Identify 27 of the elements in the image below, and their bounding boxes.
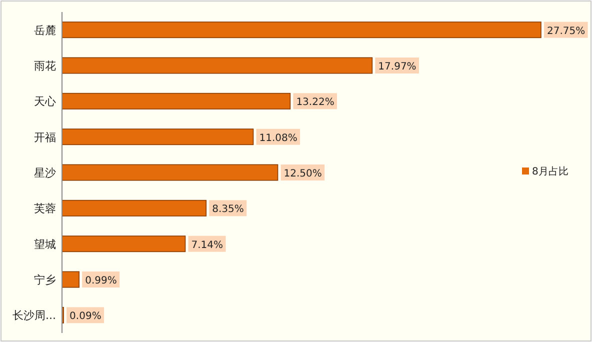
bar (62, 92, 291, 110)
data-label: 13.22% (296, 97, 334, 108)
y-tick-label: 星沙 (34, 166, 56, 180)
data-label: 0.09% (70, 311, 102, 322)
bar (62, 200, 207, 216)
y-tick-label: 芙蓉 (34, 202, 56, 216)
y-tick-label: 雨花 (34, 60, 56, 72)
y-tick-label: 开福 (34, 130, 56, 144)
y-tick-label: 宁乡 (34, 274, 56, 286)
bar (62, 236, 186, 252)
data-label: 0.99% (85, 276, 117, 286)
legend-label: 8月占比 (532, 166, 568, 178)
data-label: 8.35% (212, 204, 244, 216)
bar (62, 128, 254, 146)
bar (62, 57, 373, 74)
bar (62, 164, 278, 181)
y-tick-label: 岳麓 (34, 24, 56, 37)
y-tick-label: 望城 (34, 238, 56, 251)
bar (62, 22, 542, 38)
y-tick-label: 天心 (34, 95, 56, 108)
data-label: 7.14% (191, 240, 224, 251)
y-tick-label: 长沙周... (12, 309, 56, 322)
data-label: 17.97% (378, 62, 416, 72)
data-label: 12.50% (284, 168, 322, 180)
bar (62, 271, 80, 288)
data-label: 11.08% (259, 132, 298, 144)
data-label: 27.75% (547, 26, 586, 37)
